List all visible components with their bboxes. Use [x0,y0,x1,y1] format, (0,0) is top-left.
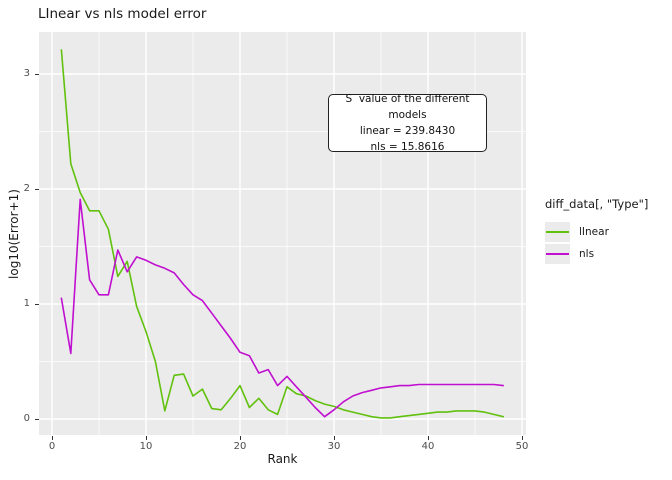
legend-item-nls: nls [545,244,671,264]
y-tick-mark [35,188,39,190]
legend-key-box [545,222,570,242]
y-tick-mark [35,303,39,305]
x-tick-mark [333,436,335,440]
y-tick-label: 2 [23,182,30,194]
y-tick-mark [35,73,39,75]
x-tick-mark [145,436,147,440]
x-tick-mark [51,436,53,440]
model-error-annotation-box: S value of the different models linear =… [328,93,487,153]
x-tick-label: 50 [515,441,529,452]
x-axis-title: Rank [267,452,298,466]
annotation-line-nls: nls = 15.8616 [370,141,445,153]
annotation-line-linear: linear = 239.8430 [359,125,456,137]
y-axis-title: log10(Error+1) [7,189,21,279]
y-tick-label: 3 [23,67,30,79]
x-tick-label: 40 [421,441,435,452]
legend-label-nls: nls [579,248,595,260]
legend-key-box [545,244,570,264]
y-tick-mark [35,418,39,420]
x-tick-label: 10 [139,441,153,452]
x-tick-mark [521,436,523,440]
x-tick-label: 0 [48,441,56,452]
y-tick-label: 1 [23,297,30,309]
nls-line-swatch-icon [546,253,569,255]
legend-label-linear: lInear [579,226,609,238]
x-tick-label: 30 [327,441,341,452]
annotation-line-header: S value of the different models [345,93,473,121]
y-tick-label: 0 [23,412,30,424]
chart-title: LInear vs nls model error [38,6,207,22]
plot-lines-svg [39,32,526,435]
legend-title: diff_data[, "Type"] [545,197,649,211]
x-tick-mark [427,436,429,440]
legend: diff_data[, "Type"] lInear nls [545,197,671,266]
legend-item-linear: lInear [545,222,671,242]
x-tick-label: 20 [233,441,247,452]
x-tick-mark [239,436,241,440]
linear-line-swatch-icon [546,231,569,233]
